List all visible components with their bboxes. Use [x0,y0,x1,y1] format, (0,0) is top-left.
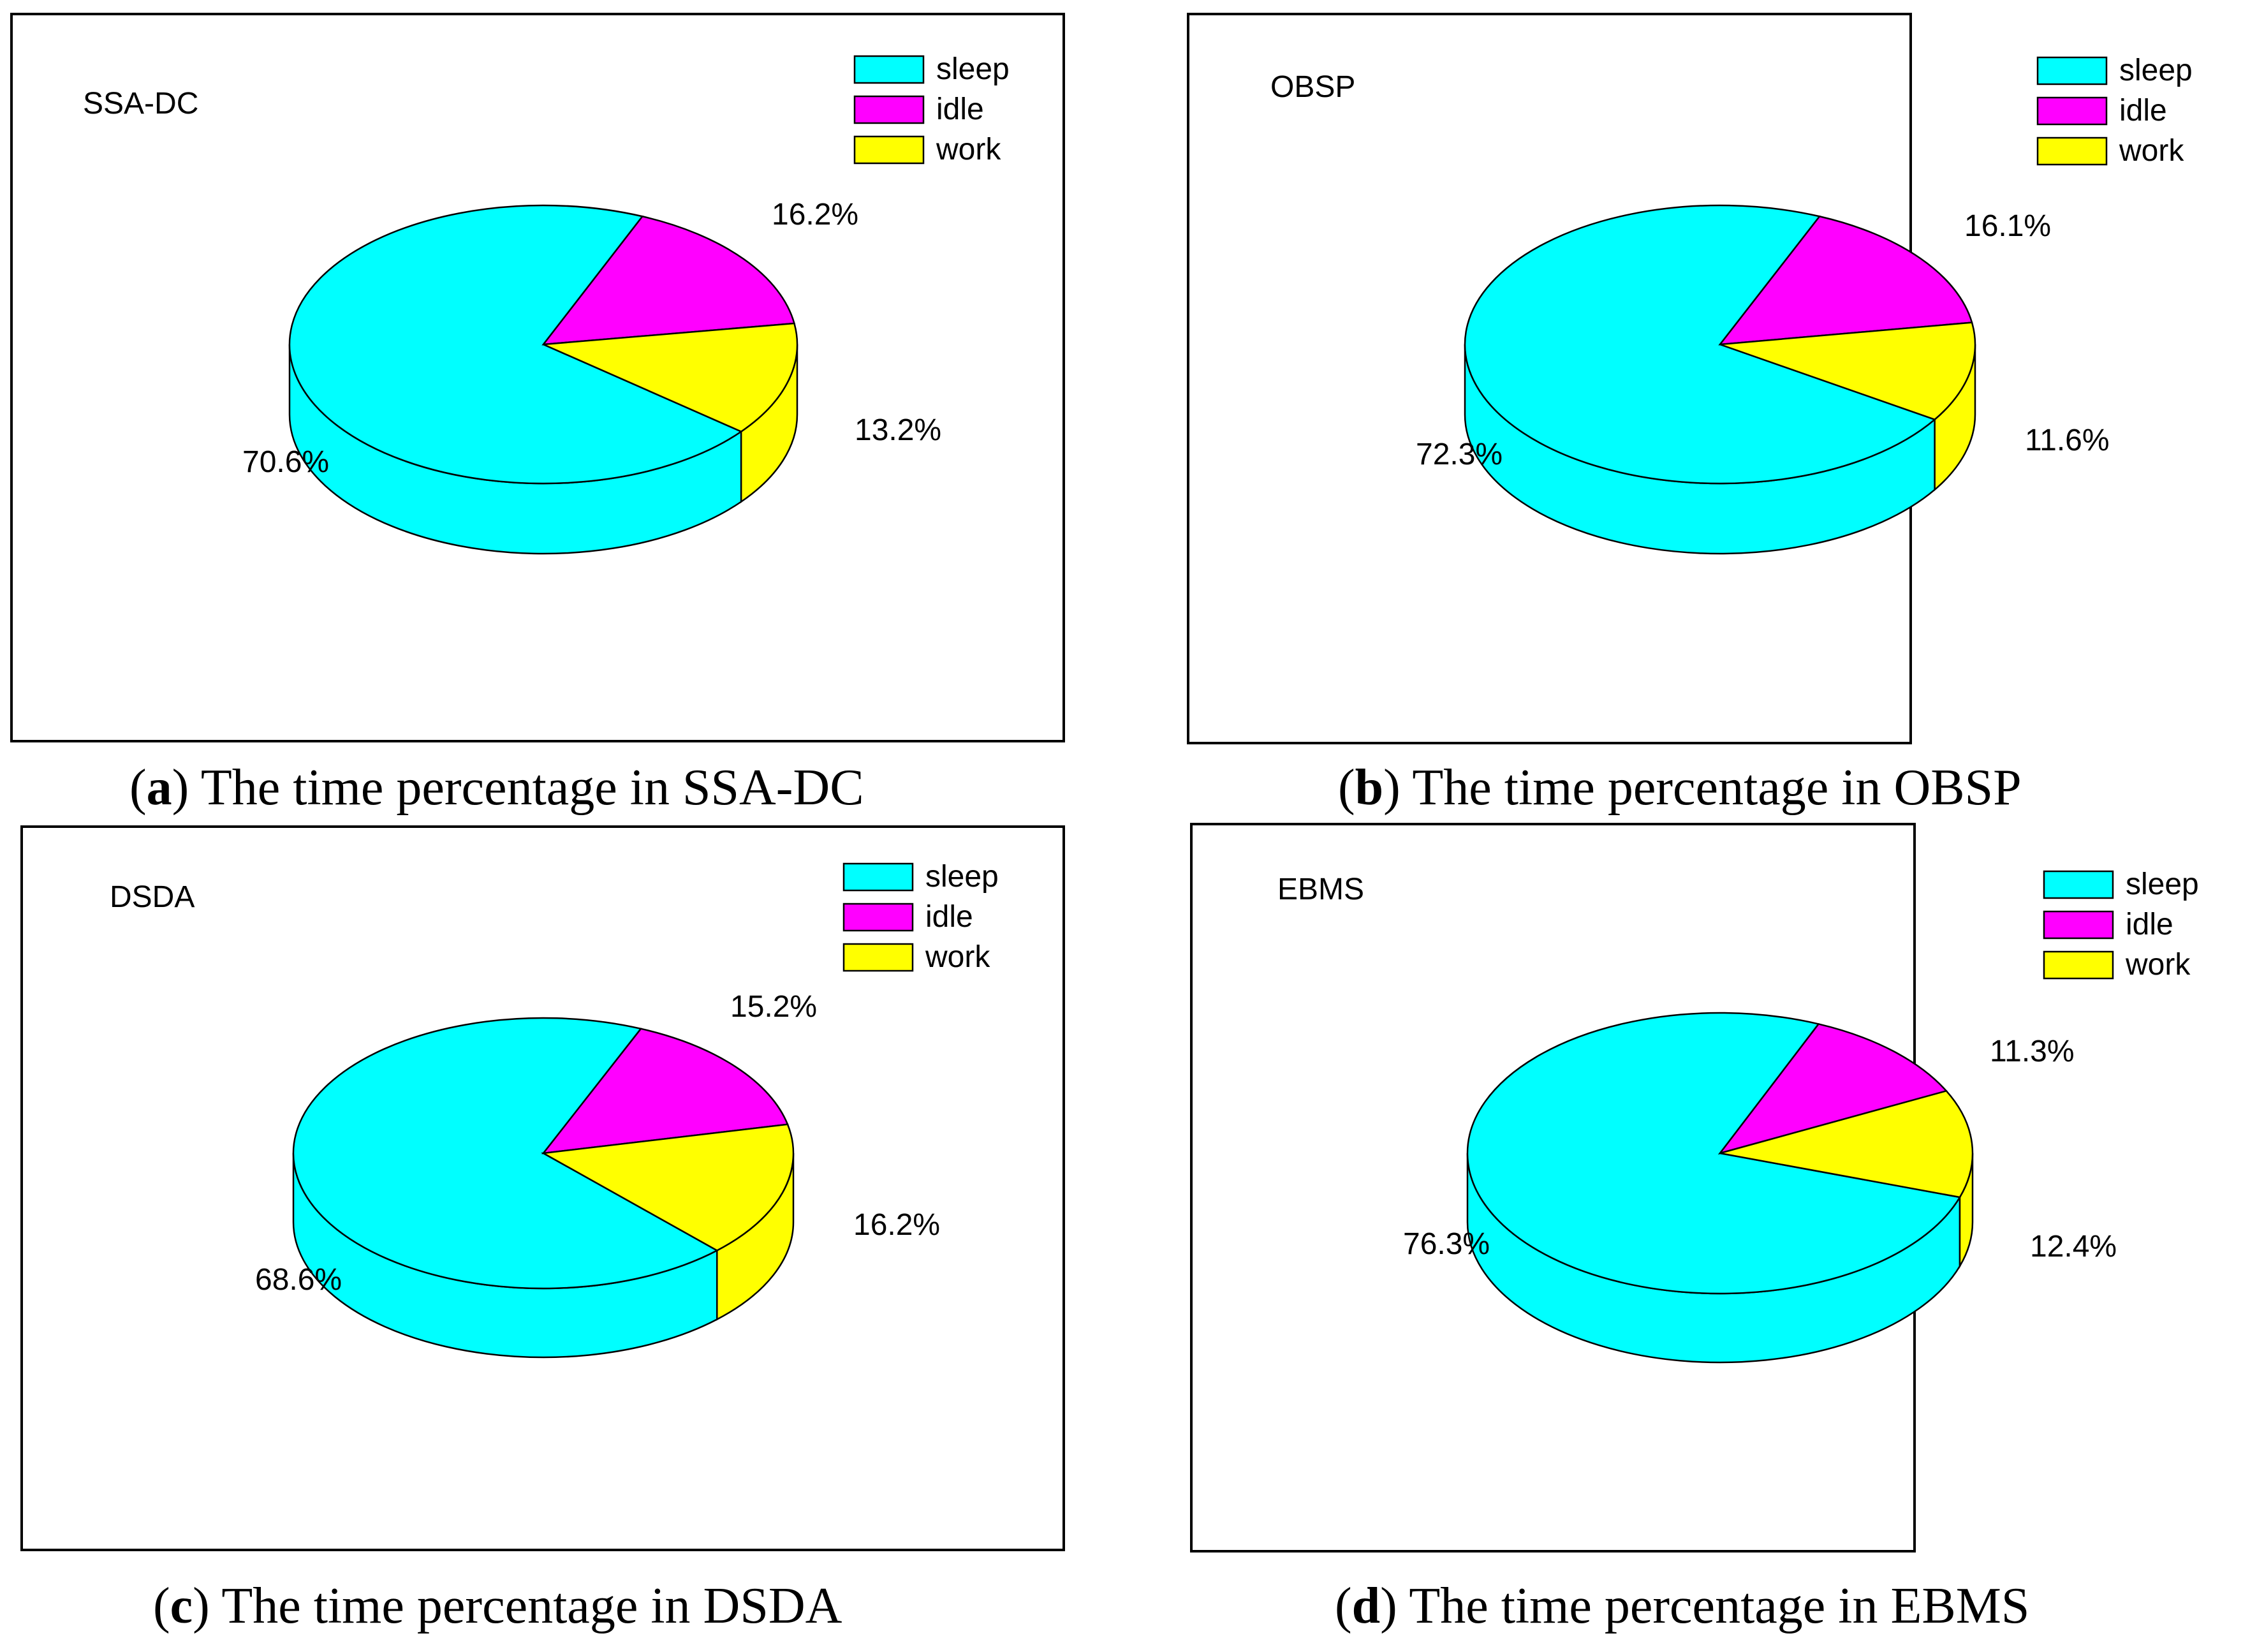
caption-c: (c) The time percentage in DSDA [153,1578,842,1634]
pie-chart-ebms: EBMS sleep idle work 76.3% 11.3% 12.4% [1190,823,2199,1552]
pie-slice-idle [1717,1023,1948,1155]
legend-swatch-idle [842,903,914,932]
caption-c-text: The time percentage in DSDA [209,1578,842,1634]
legend-swatch-sleep [2036,56,2108,85]
caption-b-text: The time percentage in OBSP [1400,760,2022,816]
pie-wall-sleep [292,1153,718,1359]
pie-chart-obsp: OBSP sleep idle work 72.3% 16.1% 11.6% [1187,13,2193,744]
chart-frame [20,825,1065,1551]
legend-label-work: work [925,940,990,974]
caption-d-text: The time percentage in EBMS [1397,1578,2030,1634]
chart-frame [1190,823,1916,1552]
caption-b: (b) The time percentage in OBSP [1338,760,2022,816]
pie-slice-sleep [292,1017,719,1290]
pie-slice-idle [541,215,796,346]
legend-label-sleep: sleep [2126,867,2199,901]
caption-a: (a) The time percentage in SSA-DC [129,760,864,816]
legend-swatch-idle [2043,910,2114,940]
chart-title: SSA-DC [83,87,198,121]
legend-swatch-idle [2036,96,2108,126]
pie-wall-sleep [288,344,742,555]
legend-label-work: work [2125,948,2191,982]
pie-chart-ssa-dc: SSA-DC sleep idle work 70.6% 16.2% 13.2% [10,13,1065,742]
legend-swatch-sleep [2043,870,2114,899]
data-label-sleep: 68.6% [255,1263,342,1297]
caption-a-text: The time percentage in SSA-DC [189,760,864,816]
pie-slice-work [541,1123,795,1251]
pie-wall-sleep [1464,344,1936,555]
pie-slice-idle [1718,215,1973,346]
legend-label-work: work [2119,134,2184,168]
chart-frame [1187,13,1912,744]
caption-a-letter: a [146,760,172,816]
legend-label-sleep: sleep [936,52,1010,86]
pie-slice-work [1719,321,1976,421]
data-label-idle: 16.2% [772,198,858,232]
legend-label-idle: idle [925,900,973,934]
legend-label-work: work [936,133,1001,166]
pie-wall-work [1959,1153,1974,1269]
legend-label-idle: idle [2126,908,2173,941]
legend-swatch-work [2043,950,2114,980]
chart-title: OBSP [1270,70,1355,104]
pie-slice-sleep [1464,204,1937,485]
pie-wall-sleep [1466,1153,1961,1364]
data-label-idle: 16.1% [1964,209,2051,243]
chart-title: DSDA [110,880,195,914]
pie-slice-idle [541,1028,789,1154]
legend-swatch-work [2036,136,2108,166]
legend-swatch-work [842,943,914,972]
data-label-sleep: 76.3% [1403,1227,1490,1261]
pie-slice-sleep [1466,1012,1962,1295]
caption-c-letter: c [170,1578,193,1634]
pie-chart-dsda: DSDA sleep idle work 68.6% 15.2% 16.2% [20,825,1065,1551]
caption-d: (d) The time percentage in EBMS [1335,1578,2030,1634]
caption-d-letter: d [1351,1578,1381,1634]
data-label-work: 11.6% [2025,424,2110,457]
legend-label-sleep: sleep [2119,54,2193,87]
pie-slice-work [1719,1089,1974,1198]
legend-label-idle: idle [936,92,984,126]
data-label-idle: 11.3% [1990,1035,2075,1068]
chart-frame [10,13,1065,742]
legend-swatch-sleep [853,55,925,84]
pie-slice-work [543,322,798,433]
legend-swatch-sleep [842,862,914,892]
legend-label-idle: idle [2119,94,2167,128]
pie-wall-work [740,344,798,503]
pie-wall-work [1934,344,1976,492]
legend-swatch-idle [853,95,925,124]
legend-swatch-work [853,135,925,165]
data-label-work: 13.2% [855,413,941,447]
data-label-work: 12.4% [2030,1230,2117,1264]
data-label-work: 16.2% [853,1208,940,1242]
pie-slice-sleep [288,204,743,485]
data-label-idle: 15.2% [730,990,817,1024]
caption-b-letter: b [1355,760,1384,816]
pie-wall-work [716,1153,795,1321]
data-label-sleep: 70.6% [242,445,329,479]
chart-title: EBMS [1277,873,1364,906]
legend-label-sleep: sleep [925,860,999,894]
data-label-sleep: 72.3% [1416,438,1503,471]
